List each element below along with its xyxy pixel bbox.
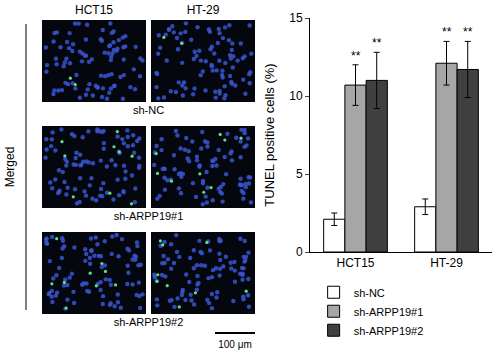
- svg-text:**: **: [351, 49, 361, 63]
- svg-text:15: 15: [289, 11, 303, 25]
- svg-text:TUNEL positive cells (%): TUNEL positive cells (%): [262, 63, 277, 206]
- svg-text:5: 5: [296, 167, 303, 181]
- svg-text:**: **: [442, 25, 452, 39]
- svg-text:sh-NC: sh-NC: [354, 287, 385, 299]
- svg-text:sh-ARPP19#1: sh-ARPP19#1: [114, 210, 184, 222]
- svg-text:0: 0: [296, 245, 303, 259]
- svg-text:Merged: Merged: [3, 147, 17, 188]
- svg-text:HCT15: HCT15: [336, 256, 374, 270]
- svg-text:sh-ARPP19#2: sh-ARPP19#2: [114, 316, 184, 328]
- svg-text:10: 10: [289, 89, 303, 103]
- svg-text:sh-ARPP19#2: sh-ARPP19#2: [354, 325, 424, 337]
- svg-text:HT-29: HT-29: [430, 256, 463, 270]
- svg-text:**: **: [463, 25, 473, 39]
- svg-text:HCT15: HCT15: [75, 3, 113, 17]
- svg-text:sh-NC: sh-NC: [133, 104, 164, 116]
- svg-text:HT-29: HT-29: [187, 3, 220, 17]
- svg-text:**: **: [372, 36, 382, 50]
- svg-text:sh-ARPP19#1: sh-ARPP19#1: [354, 306, 424, 318]
- svg-text:100 μm: 100 μm: [218, 339, 252, 350]
